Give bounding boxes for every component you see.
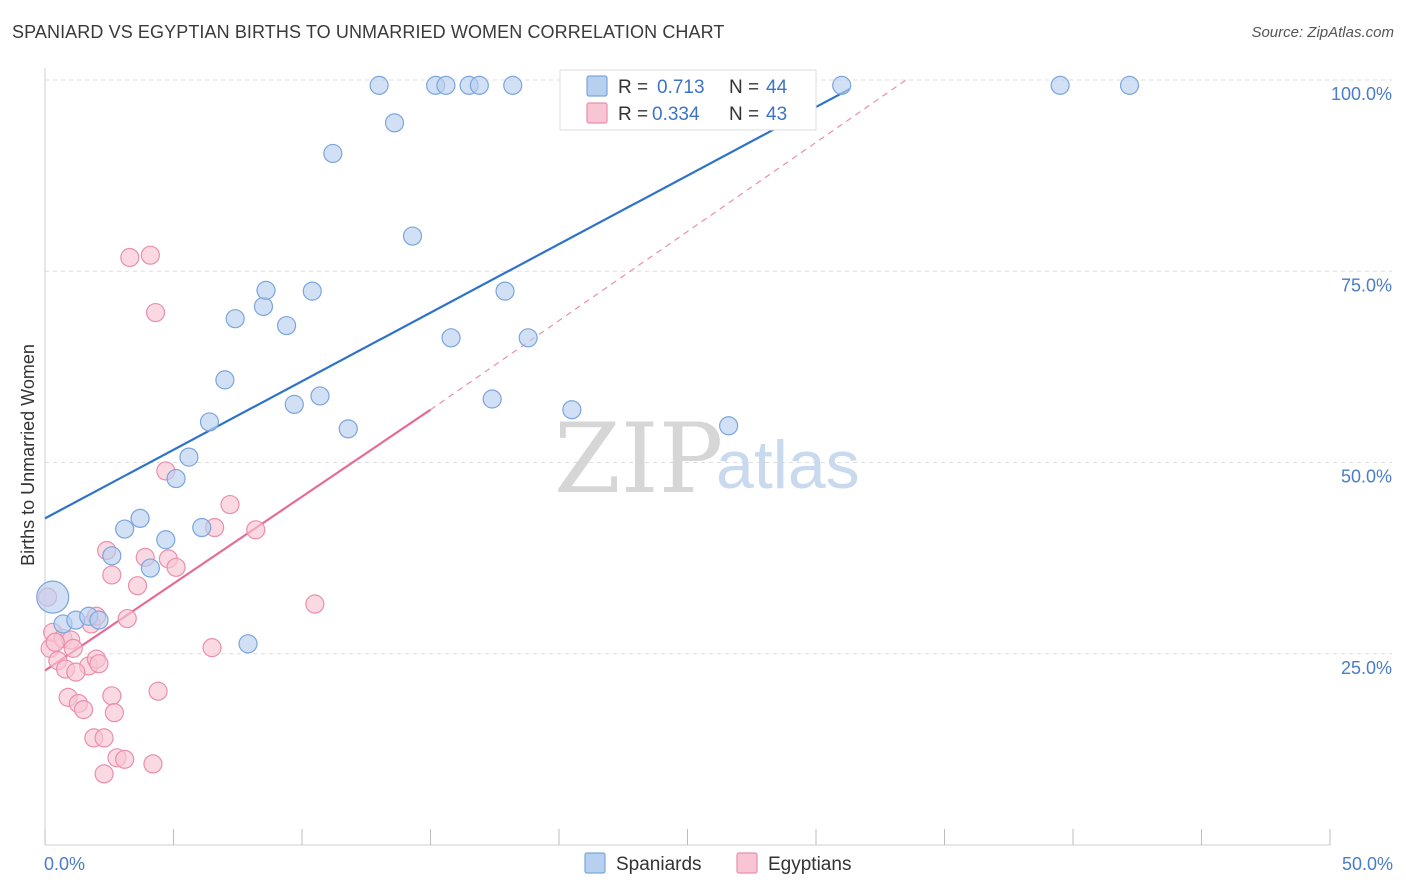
point-egyptians xyxy=(102,565,122,585)
point-egyptians xyxy=(117,608,137,629)
point-egyptians xyxy=(127,576,148,596)
source-label: Source: ZipAtlas.com xyxy=(1251,24,1394,41)
point-egyptians xyxy=(63,638,83,658)
point-spaniards xyxy=(1050,75,1070,95)
point-spaniards xyxy=(238,634,258,654)
point-egyptians xyxy=(148,681,168,701)
point-egyptians xyxy=(143,754,163,774)
trendline-egyptians-extension xyxy=(430,79,907,411)
tick-labels: 25.0% 50.0% 75.0% 100.0% 0.0% 50.0% xyxy=(44,84,1393,874)
bottom-legend: Spaniards Egyptians xyxy=(584,852,851,875)
point-spaniards xyxy=(1119,75,1140,95)
point-spaniards xyxy=(225,309,245,329)
legend-r-label-egyptians: R = xyxy=(618,104,648,125)
point-spaniards xyxy=(192,517,212,538)
legend-n-label-egyptians: N = xyxy=(729,104,759,125)
point-spaniards xyxy=(89,610,109,630)
point-spaniards xyxy=(215,370,235,390)
point-egyptians xyxy=(66,662,86,682)
point-egyptians xyxy=(89,654,109,674)
y-tick-label: 25.0% xyxy=(1341,658,1392,678)
legend-r-label-spaniards: R = xyxy=(618,77,648,98)
watermark: ZIP atlas xyxy=(554,403,860,515)
point-egyptians xyxy=(120,247,140,268)
point-spaniards xyxy=(338,419,358,439)
point-spaniards xyxy=(384,113,405,133)
point-spaniards xyxy=(179,447,199,467)
legend-n-value-egyptians: 43 xyxy=(766,104,787,125)
point-spaniards xyxy=(402,226,423,246)
point-egyptians xyxy=(166,557,186,577)
y-tick-label: 50.0% xyxy=(1341,467,1392,487)
point-spaniards xyxy=(495,281,515,301)
point-egyptians xyxy=(246,520,266,540)
point-spaniards xyxy=(130,508,150,528)
legend-swatch-spaniards xyxy=(586,75,608,97)
point-egyptians xyxy=(140,245,160,265)
point-spaniards xyxy=(302,281,322,301)
point-egyptians xyxy=(102,686,122,706)
legend-r-value-egyptians: 0.334 xyxy=(652,104,700,125)
point-spaniards xyxy=(36,580,70,614)
bottom-legend-swatch-egyptians xyxy=(736,852,758,874)
x-tick-label: 50.0% xyxy=(1342,854,1393,874)
grid xyxy=(45,79,1392,655)
point-egyptians xyxy=(115,749,135,769)
point-spaniards xyxy=(323,143,343,164)
point-spaniards xyxy=(166,468,186,489)
point-spaniards xyxy=(436,75,456,95)
point-spaniards xyxy=(832,75,852,95)
point-spaniards xyxy=(199,412,220,432)
y-tick-label: 75.0% xyxy=(1341,275,1392,295)
legend-box: R = 0.713 N = 44 R = 0.334 N = 43 xyxy=(559,69,817,131)
point-spaniards xyxy=(441,328,461,348)
legend-n-value-spaniards: 44 xyxy=(766,77,788,98)
point-spaniards xyxy=(518,328,538,348)
point-spaniards xyxy=(140,558,160,578)
chart-title: SPANIARD VS EGYPTIAN BIRTHS TO UNMARRIED… xyxy=(12,22,725,42)
point-spaniards xyxy=(469,75,489,95)
point-egyptians xyxy=(220,494,240,515)
point-egyptians xyxy=(45,632,65,652)
x-tick-label: 0.0% xyxy=(44,854,85,874)
point-spaniards xyxy=(503,75,523,95)
trendline-spaniards xyxy=(44,88,850,520)
point-spaniards xyxy=(276,315,297,336)
legend-n-label-spaniards: N = xyxy=(729,77,759,98)
axes xyxy=(44,68,1331,846)
point-egyptians xyxy=(94,728,114,748)
trendlines xyxy=(44,79,907,672)
point-egyptians xyxy=(104,703,124,723)
point-egyptians xyxy=(145,302,166,323)
bottom-legend-egyptians: Egyptians xyxy=(768,854,851,875)
point-egyptians xyxy=(305,594,325,614)
point-spaniards xyxy=(369,75,389,95)
point-spaniards xyxy=(284,394,304,414)
y-tick-label: 100.0% xyxy=(1331,84,1392,104)
point-egyptians xyxy=(73,699,94,720)
y-axis-label: Births to Unmarried Women xyxy=(18,344,38,566)
point-spaniards xyxy=(115,519,135,539)
point-spaniards xyxy=(562,400,582,420)
point-spaniards xyxy=(102,546,122,566)
watermark-atlas: atlas xyxy=(716,427,860,503)
watermark-zip: ZIP xyxy=(554,403,723,515)
point-spaniards xyxy=(482,389,502,409)
point-spaniards xyxy=(253,296,274,317)
bottom-legend-swatch-spaniards xyxy=(584,852,606,874)
point-egyptians xyxy=(94,764,114,784)
point-spaniards xyxy=(256,280,276,300)
trendline-egyptians xyxy=(44,408,432,672)
point-spaniards xyxy=(719,416,739,436)
point-spaniards xyxy=(310,386,330,406)
point-egyptians xyxy=(202,638,222,658)
bottom-legend-spaniards: Spaniards xyxy=(616,854,702,875)
legend-r-value-spaniards: 0.713 xyxy=(657,77,705,98)
point-spaniards xyxy=(156,530,176,550)
legend-swatch-egyptians xyxy=(586,102,608,124)
